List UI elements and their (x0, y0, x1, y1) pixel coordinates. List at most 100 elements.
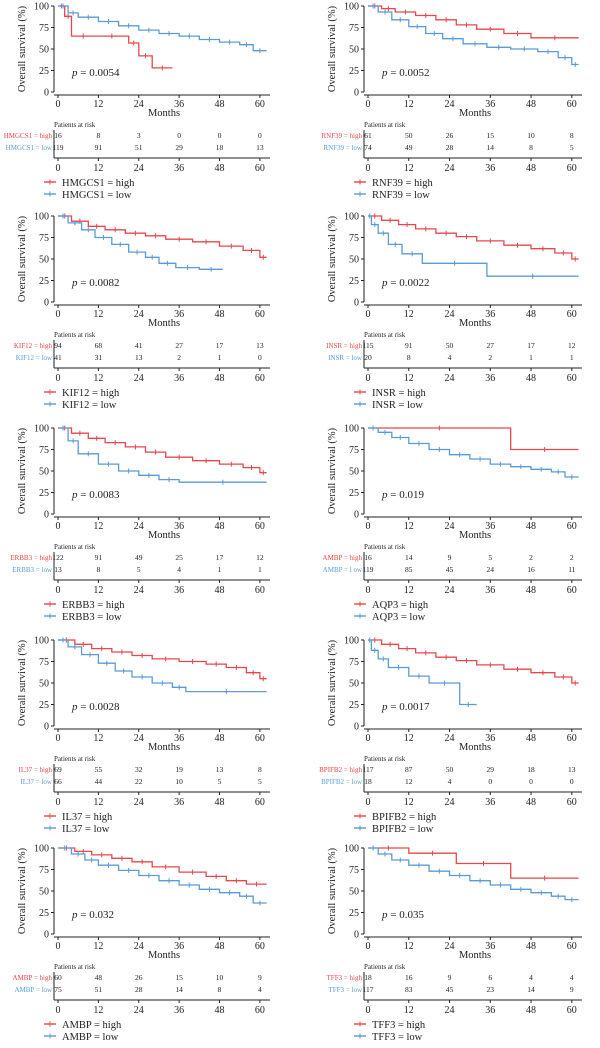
risk-x-tick-label: 60 (255, 163, 265, 174)
risk-count: 18 (216, 143, 224, 152)
x-tick-label: 24 (445, 99, 455, 110)
y-axis-label: Overall survival (%) (17, 5, 28, 92)
y-tick-label: 50 (39, 887, 49, 898)
x-tick-label: 0 (366, 99, 371, 110)
risk-count: 8 (407, 353, 411, 362)
risk-x-tick-label: 12 (93, 373, 103, 384)
y-tick-label: 25 (349, 908, 359, 919)
risk-x-tick-label: 36 (174, 1005, 184, 1016)
risk-row-label: ERBB3 = low (12, 566, 53, 574)
y-tick-label: 75 (39, 445, 49, 456)
risk-x-tick-label: 60 (567, 797, 577, 808)
legend-label: BPIFB2 = low (372, 824, 434, 835)
risk-count: 55 (95, 765, 103, 774)
risk-x-tick-label: 48 (526, 373, 536, 384)
risk-count: 32 (135, 765, 143, 774)
p-value-label: p = 0.0054 (71, 67, 120, 79)
risk-count: 41 (135, 341, 143, 350)
y-tick-label: 100 (34, 2, 49, 13)
risk-table-title: Patients at risk (54, 331, 96, 339)
legend-label: BPIFB2 = high (372, 812, 437, 823)
risk-count: 1 (570, 353, 574, 362)
risk-table-title: Patients at risk (54, 543, 96, 551)
risk-count: 18 (364, 973, 372, 982)
risk-count: 61 (364, 131, 372, 140)
risk-count: 74 (364, 143, 372, 152)
y-tick-label: 25 (349, 66, 359, 77)
risk-row-label: TFF3 = high (327, 974, 363, 982)
x-tick-label: 48 (215, 521, 225, 532)
x-tick-label: 24 (445, 733, 455, 744)
p-symbol: p (71, 67, 78, 79)
risk-count: 5 (570, 143, 574, 152)
risk-x-tick-label: 0 (56, 1005, 61, 1016)
risk-count: 1 (258, 565, 262, 574)
y-tick-label: 100 (344, 424, 359, 435)
risk-count: 119 (363, 565, 374, 574)
y-tick-label: 50 (39, 467, 49, 478)
risk-count: 4 (570, 973, 574, 982)
risk-count: 8 (97, 131, 101, 140)
risk-x-tick-label: 12 (404, 373, 414, 384)
x-axis-label: Months (459, 950, 491, 961)
x-tick-label: 24 (445, 941, 455, 952)
y-tick-label: 50 (349, 467, 359, 478)
risk-row-label: RNF39 = high (321, 132, 362, 140)
legend-label: KIF12 = high (62, 388, 120, 399)
x-axis-label: Months (148, 742, 180, 753)
p-symbol: p (71, 489, 78, 501)
y-tick-label: 50 (39, 255, 49, 266)
y-tick-label: 75 (349, 233, 359, 244)
y-tick-label: 0 (44, 510, 49, 521)
risk-count: 26 (446, 131, 454, 140)
p-value-label: p = 0.0028 (71, 701, 120, 713)
risk-count: 49 (405, 143, 413, 152)
survival-panel-bpifb2: 0 25 50 75 100 0 12 24 36 48 60 Overall survival (%… (319, 636, 582, 835)
y-axis-label: Overall survival (%) (327, 847, 338, 934)
y-tick-label: 100 (344, 844, 359, 855)
p-symbol: p (71, 701, 78, 713)
risk-x-tick-label: 24 (134, 373, 144, 384)
risk-count: 50 (446, 341, 454, 350)
risk-count: 8 (529, 143, 533, 152)
risk-count: 75 (54, 985, 62, 994)
risk-count: 14 (175, 985, 183, 994)
series-line-low (58, 215, 223, 270)
y-tick-label: 50 (349, 679, 359, 690)
y-tick-label: 50 (39, 45, 49, 56)
risk-count: 29 (487, 765, 495, 774)
y-tick-label: 25 (39, 908, 49, 919)
x-tick-label: 12 (93, 521, 103, 532)
risk-count: 28 (446, 143, 454, 152)
legend-label: RNF39 = low (372, 190, 430, 201)
risk-x-tick-label: 36 (174, 797, 184, 808)
risk-count: 22 (135, 777, 143, 786)
x-axis-label: Months (148, 318, 180, 329)
risk-x-tick-label: 48 (526, 585, 536, 596)
risk-count: 8 (97, 565, 101, 574)
x-tick-label: 0 (366, 521, 371, 532)
x-tick-label: 24 (134, 941, 144, 952)
series-line-high (58, 5, 173, 69)
risk-x-tick-label: 60 (567, 585, 577, 596)
series-line-high (58, 215, 267, 258)
risk-x-tick-label: 12 (93, 1005, 103, 1016)
risk-x-tick-label: 60 (567, 163, 577, 174)
x-tick-label: 60 (567, 99, 577, 110)
risk-count: 13 (256, 143, 264, 152)
y-axis-label: Overall survival (%) (17, 215, 28, 302)
risk-x-tick-label: 24 (445, 163, 455, 174)
risk-x-tick-label: 24 (445, 797, 455, 808)
risk-x-tick-label: 48 (526, 163, 536, 174)
risk-x-tick-label: 0 (366, 373, 371, 384)
y-tick-label: 0 (354, 298, 359, 309)
x-tick-label: 12 (404, 309, 414, 320)
risk-x-tick-label: 24 (134, 797, 144, 808)
risk-count: 8 (570, 131, 574, 140)
risk-x-tick-label: 48 (215, 585, 225, 596)
risk-count: 27 (487, 341, 495, 350)
risk-row-label: AMBP = high (13, 974, 53, 982)
x-tick-label: 0 (56, 733, 61, 744)
legend-label: HMGCS1 = high (62, 178, 135, 189)
